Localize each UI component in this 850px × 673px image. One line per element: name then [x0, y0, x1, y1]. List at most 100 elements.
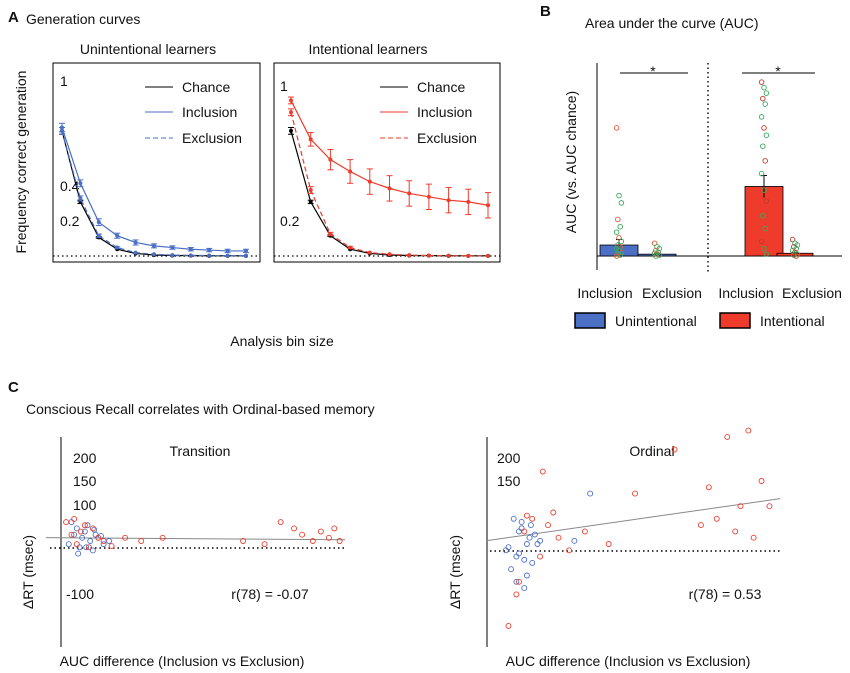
chart-b-point-2 — [762, 158, 768, 164]
a1-point-inclusion — [115, 233, 120, 238]
chart-a1-legend: Chance Inclusion Exclusion — [145, 79, 242, 146]
c2-point-intentional — [539, 468, 546, 475]
a1-point-inclusion — [96, 220, 101, 225]
legend-a2-chance: Chance — [417, 79, 465, 95]
a1-point-inclusion — [170, 245, 175, 250]
chart-b-point-0 — [613, 229, 620, 235]
legend-b-unintentional: Unintentional — [615, 313, 697, 329]
chart-b-point-2 — [760, 212, 766, 219]
a1-point-inclusion — [207, 248, 212, 253]
chart-c1-ytick-200: 200 — [73, 450, 97, 466]
a2-point-exclusion — [446, 253, 451, 258]
a1-point-exclusion — [96, 233, 101, 238]
chart-c2-xlabel: AUC difference (Inclusion vs Exclusion) — [506, 653, 751, 669]
chart-b-point-2 — [762, 225, 768, 232]
c1-point-intentional — [138, 538, 145, 544]
panel-b-title: Area under the curve (AUC) — [585, 15, 759, 31]
c2-point-unintentional — [526, 534, 533, 541]
chart-b-point-3 — [793, 253, 799, 259]
a2-point-exclusion — [367, 250, 372, 255]
legend-b-intentional-swatch — [719, 312, 751, 329]
c1-point-unintentional — [81, 528, 88, 535]
chart-c2-ytick-200: 200 — [497, 450, 521, 466]
c2-point-intentional — [697, 522, 704, 529]
c1-point-unintentional — [92, 531, 99, 538]
chart-c2-annotation: r(78) = 0.53 — [689, 586, 762, 602]
c1-point-intentional — [122, 534, 129, 541]
c1-point-intentional — [277, 519, 284, 526]
chart-b-bar-2 — [744, 186, 784, 257]
c2-point-intentional — [566, 547, 573, 554]
a2-point-chance — [289, 128, 293, 133]
c2-point-unintentional — [523, 541, 530, 547]
c2-point-intentional — [521, 528, 528, 535]
chart-b-point-1 — [651, 240, 658, 246]
c2-point-intentional — [745, 427, 752, 434]
c1-point-intentional — [71, 516, 78, 522]
c2-point-intentional — [766, 503, 773, 510]
chart-c1-title: Transition — [170, 443, 231, 459]
chart-b-point-0 — [618, 238, 625, 245]
chart-c1-xlabel: AUC difference (Inclusion vs Exclusion) — [60, 653, 305, 669]
c2-point-intentional — [529, 515, 536, 522]
c2-point-intentional — [505, 622, 512, 629]
c2-point-intentional — [523, 512, 530, 519]
chart-a1-title: Unintentional learners — [80, 41, 216, 57]
chart-b-point-0 — [613, 125, 620, 131]
legend-a1-chance: Chance — [182, 79, 230, 95]
c1-point-intentional — [89, 525, 96, 532]
a2-point-exclusion — [426, 253, 431, 258]
a2-point-inclusion — [348, 169, 353, 174]
a1-point-inclusion — [225, 248, 230, 253]
c2-point-intentional — [705, 484, 712, 491]
a2-point-inclusion — [446, 198, 451, 203]
c2-point-unintentional — [534, 541, 541, 547]
chart-b-point-0 — [617, 223, 623, 230]
a1-point-exclusion — [170, 253, 175, 258]
a2-point-exclusion — [466, 253, 471, 258]
a1-point-exclusion — [225, 253, 230, 258]
c1-point-intentional — [77, 528, 84, 535]
chart-b-point-1 — [656, 252, 663, 258]
chart-b-point-0 — [618, 200, 625, 206]
chart-b-point-2 — [760, 95, 766, 102]
c2-point-unintentional — [587, 490, 594, 497]
a1-series-inclusion — [61, 127, 246, 252]
chart-b-point-0 — [613, 253, 620, 259]
a1-point-exclusion — [152, 252, 156, 257]
panel-letter-b: B — [540, 3, 551, 20]
chart-a2-ytick-2: 0.2 — [280, 213, 300, 229]
c2-point-intentional — [737, 503, 744, 510]
chart-b-point-0 — [616, 234, 622, 241]
a1-point-inclusion — [78, 181, 83, 186]
c1-point-unintentional — [79, 534, 86, 541]
c1-point-intentional — [317, 528, 324, 535]
c1-point-unintentional — [91, 526, 98, 533]
c2-point-intentional — [750, 534, 757, 541]
chart-b-point-2 — [758, 114, 765, 120]
chart-b-point-2 — [763, 198, 770, 204]
a2-point-inclusion — [486, 203, 490, 208]
chart-b-xtick-3: Inclusion — [718, 285, 773, 301]
a1-point-exclusion — [60, 128, 64, 133]
c2-point-intentional — [671, 446, 678, 453]
c2-point-unintentional — [516, 550, 522, 557]
chart-b-point-2 — [761, 245, 767, 252]
c1-point-unintentional — [100, 541, 107, 548]
chart-b-point-2 — [763, 251, 770, 257]
chart-a2-title: Intentional learners — [308, 41, 427, 57]
c2-point-unintentional — [531, 531, 538, 538]
c1-point-intentional — [159, 534, 166, 541]
chart-b-point-3 — [791, 252, 797, 258]
c1-point-unintentional — [106, 538, 112, 544]
a2-point-inclusion — [407, 191, 412, 196]
a2-point-inclusion — [328, 157, 333, 162]
chart-intentional-learners: Intentional learners 1 0.2 Chance Inclus… — [273, 41, 501, 263]
c1-point-intentional — [299, 531, 306, 538]
a1-point-exclusion — [115, 245, 120, 250]
chart-b-xtick-2: Exclusion — [642, 285, 702, 301]
chart-b-point-0 — [617, 252, 623, 258]
a1-series-exclusion — [61, 130, 246, 257]
chart-b-point-2 — [761, 84, 767, 91]
